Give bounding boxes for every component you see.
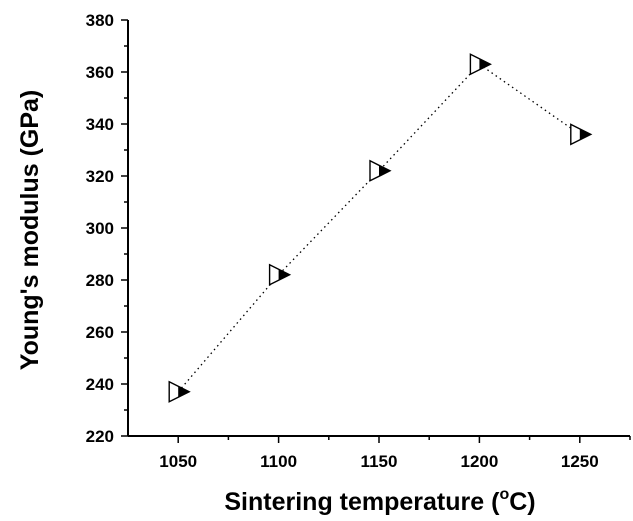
y-tick-label: 240	[86, 375, 114, 394]
marker-layer	[168, 53, 593, 403]
data-point	[469, 53, 492, 76]
y-tick-label: 360	[86, 63, 114, 82]
y-axis-title: Young's modulus (GPa)	[16, 90, 44, 370]
series-line	[177, 63, 581, 393]
y-tick-label: 300	[86, 219, 114, 238]
x-tick-label: 1200	[460, 452, 498, 471]
x-tick-label: 1050	[159, 452, 197, 471]
y-tick-label: 260	[86, 323, 114, 342]
y-tick-label: 340	[86, 115, 114, 134]
x-axis-title-main: Sintering temperature (	[224, 488, 500, 516]
series-line-layer	[177, 63, 581, 393]
data-point	[268, 263, 292, 286]
y-tick-label: 220	[86, 427, 114, 446]
data-point	[369, 159, 392, 182]
data-point	[570, 123, 593, 146]
y-tick-label: 280	[86, 271, 114, 290]
x-axis-title-tail: C)	[509, 488, 535, 516]
x-axis-title: Sintering temperature (oC)	[224, 486, 535, 516]
x-axis-title-superscript: o	[499, 486, 509, 503]
x-tick-label: 1250	[561, 452, 599, 471]
axes: 1050 1100 1150 1200 1250 220 240 260 280 300 320 34…	[86, 11, 631, 471]
x-tick-label: 1150	[361, 452, 398, 471]
y-tick-label: 380	[86, 11, 114, 30]
y-tick-label: 320	[86, 167, 114, 186]
x-tick-label: 1100	[260, 452, 297, 471]
data-point	[168, 380, 191, 403]
